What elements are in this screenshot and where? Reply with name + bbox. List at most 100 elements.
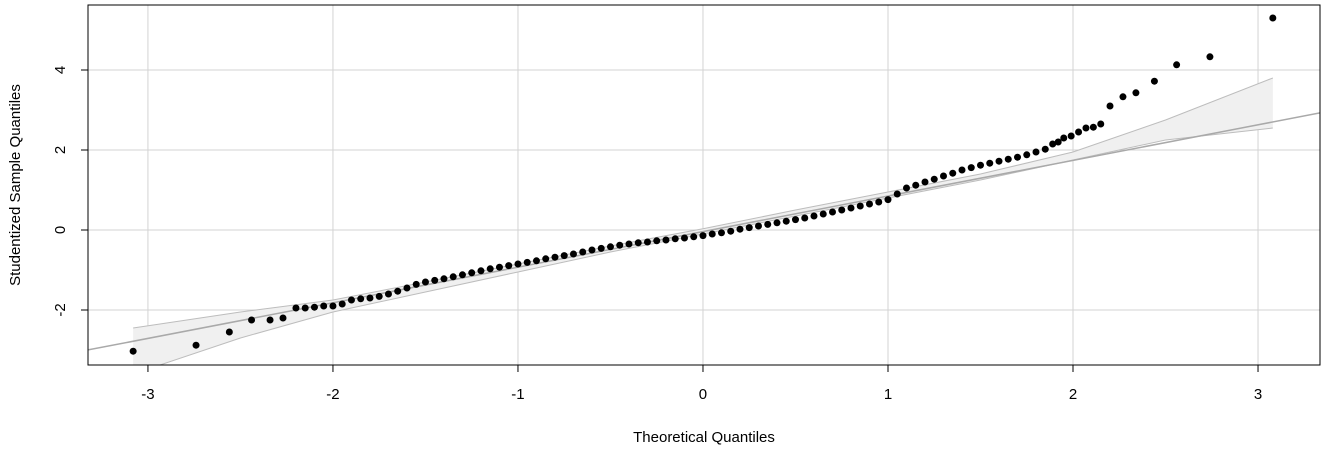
point [921,178,929,186]
point [865,200,873,208]
point [801,214,809,222]
point [403,284,411,292]
point [320,302,328,310]
x-tick-label: 2 [1069,386,1077,403]
point [995,157,1003,165]
y-axis-title: Studentized Sample Quantiles [7,84,24,286]
point [1106,102,1114,110]
point [329,302,337,310]
point [505,262,513,270]
point [606,243,614,251]
point [458,271,466,279]
point [1097,120,1105,128]
envelope-upper [133,77,1274,329]
point [893,190,901,198]
point [579,248,587,256]
point [949,169,957,177]
point [699,232,707,240]
point [1173,61,1181,69]
point [782,217,790,225]
point [736,225,744,233]
point [847,204,855,212]
point [366,294,374,302]
x-tick-label: 0 [699,386,707,403]
point [625,240,633,248]
point [1082,124,1090,132]
point [764,220,772,228]
point [514,260,522,268]
point [653,237,661,245]
y-tick-label: 4 [52,66,69,74]
point [754,222,762,230]
x-tick-label: -3 [141,386,154,403]
point [338,300,346,308]
point [569,250,577,258]
point [1132,89,1140,97]
point [495,263,503,271]
plot-area [88,14,1320,365]
point [412,280,420,288]
point [347,296,355,304]
point [930,175,938,183]
point [225,328,233,336]
point [477,267,485,275]
point [1089,123,1097,131]
point [662,236,670,244]
point [1067,132,1075,140]
point [1032,148,1040,156]
point [486,265,494,273]
point [588,246,596,254]
point [310,303,318,311]
y-tick-label: -2 [52,303,69,316]
point [192,341,200,349]
point [532,257,540,265]
point [1060,134,1068,142]
point [1206,53,1214,61]
point [1014,153,1022,161]
point [1119,93,1127,101]
x-tick-label: 1 [884,386,892,403]
point [431,276,439,284]
x-tick-label: 3 [1254,386,1262,403]
point [1075,128,1083,136]
point [523,258,531,266]
point [745,224,753,232]
point [542,255,550,263]
point [856,202,864,210]
point [939,172,947,180]
point [357,295,365,303]
point [248,316,256,324]
plot-frame [87,4,1321,366]
point [1023,151,1031,159]
axes: -3 -2 -1 0 1 2 3 -2 0 2 4 [52,66,1262,403]
point [384,290,392,298]
point [1054,138,1062,146]
x-tick-label: -2 [326,386,339,403]
point [819,210,827,218]
y-tick-label: 2 [52,146,69,154]
point [1150,77,1158,85]
point [394,287,402,295]
point [671,235,679,243]
point [560,252,568,260]
reference-line [88,112,1320,351]
point [1269,14,1277,22]
point [266,316,274,324]
point [375,292,383,300]
point [828,208,836,216]
point [597,244,605,252]
y-tick-label: 0 [52,226,69,234]
point [838,206,846,214]
point [279,314,287,322]
point [967,164,975,172]
point [468,269,476,277]
point [1041,145,1049,153]
point [727,227,735,235]
point [643,238,651,246]
point [680,234,688,242]
point [791,216,799,224]
point [292,304,300,312]
point [912,181,920,189]
